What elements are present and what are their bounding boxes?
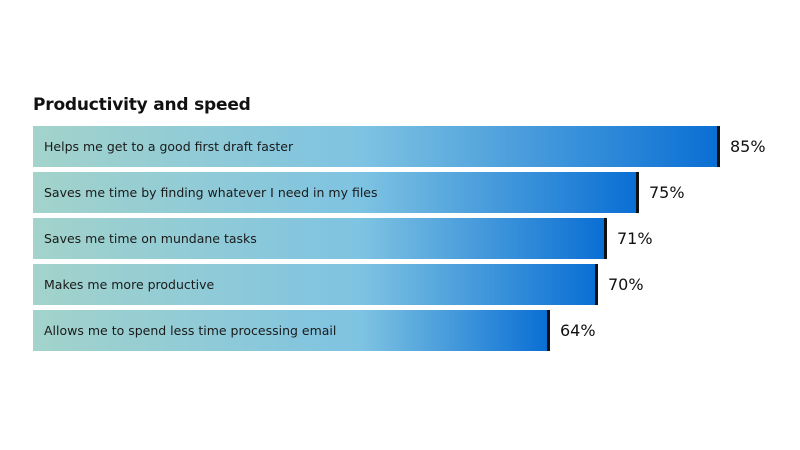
bar-value: 70%: [608, 275, 644, 294]
chart-title: Productivity and speed: [33, 95, 251, 115]
bar-row: Helps me get to a good first draft faste…: [33, 126, 793, 167]
bar: Makes me more productive: [33, 264, 598, 305]
bar-label: Saves me time on mundane tasks: [44, 231, 257, 246]
bar: Saves me time on mundane tasks: [33, 218, 607, 259]
bar-value: 71%: [617, 229, 653, 248]
bar-label: Helps me get to a good first draft faste…: [44, 139, 294, 154]
bar-row: Makes me more productive 70%: [33, 264, 793, 305]
bar-value: 85%: [730, 137, 766, 156]
bar: Helps me get to a good first draft faste…: [33, 126, 720, 167]
bar: Allows me to spend less time processing …: [33, 310, 550, 351]
bar-row: Saves me time by finding whatever I need…: [33, 172, 793, 213]
bar-value: 75%: [649, 183, 685, 202]
bar-row: Allows me to spend less time processing …: [33, 310, 793, 351]
bar-label: Saves me time by finding whatever I need…: [44, 185, 378, 200]
bar-row: Saves me time on mundane tasks 71%: [33, 218, 793, 259]
bar: Saves me time by finding whatever I need…: [33, 172, 639, 213]
bar-label: Makes me more productive: [44, 277, 215, 292]
bar-value: 64%: [560, 321, 596, 340]
bar-chart: Helps me get to a good first draft faste…: [33, 126, 793, 356]
bar-label: Allows me to spend less time processing …: [44, 323, 337, 338]
